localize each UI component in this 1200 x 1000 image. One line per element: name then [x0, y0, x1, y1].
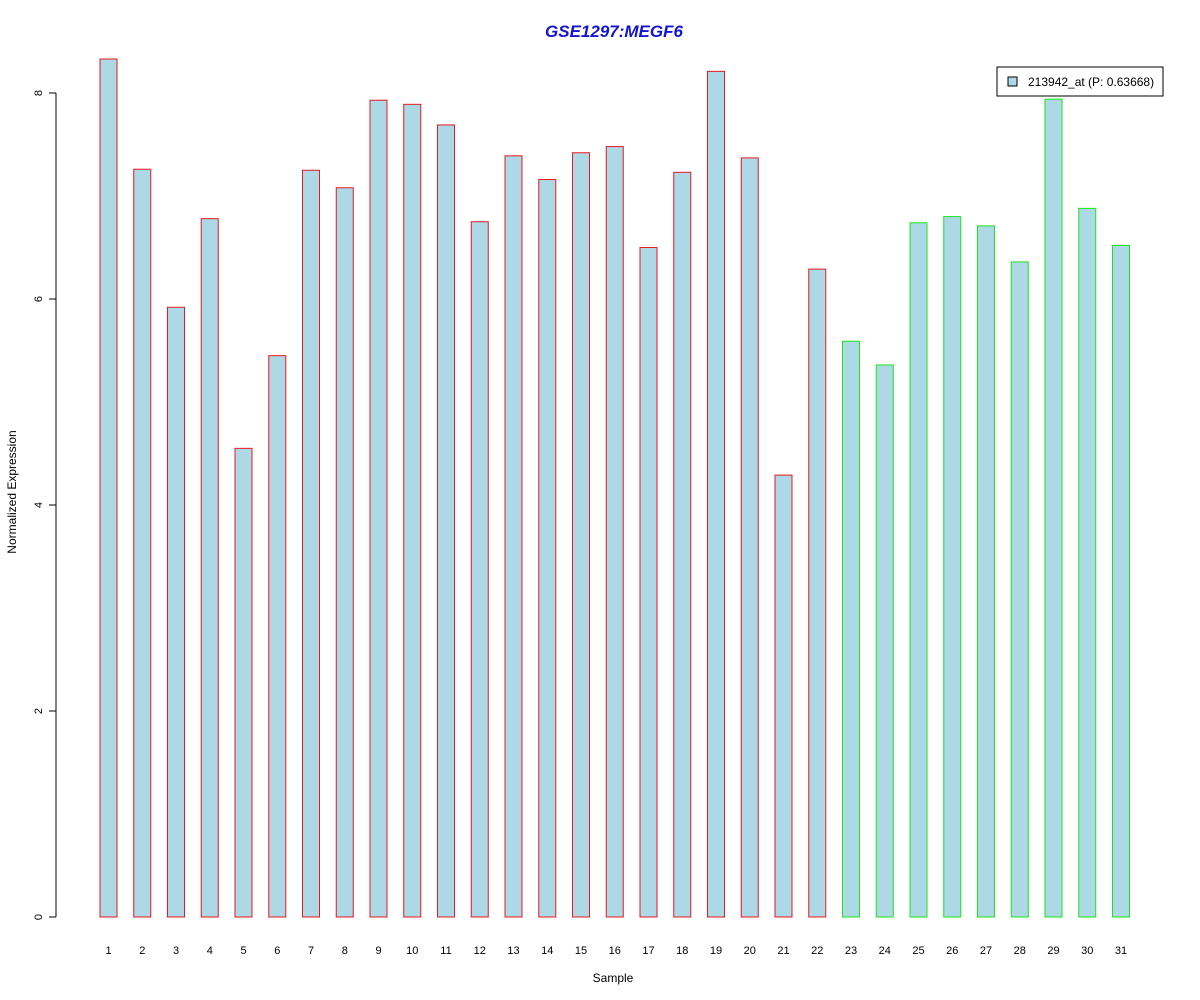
x-tick-label: 27 — [980, 945, 992, 957]
y-tick-label: 4 — [33, 502, 45, 508]
bar-sample-8 — [335, 187, 354, 918]
x-tick-label: 19 — [710, 945, 722, 957]
x-tick-labels: 1 2 3 4 5 6 7 8 9 10 11 12 13 14 15 16 17 18 19 20 21 22 23 24 2… — [105, 945, 1127, 957]
x-tick-label: 20 — [744, 945, 756, 957]
bar-sample-19 — [707, 70, 725, 918]
bar-sample-4 — [200, 218, 219, 918]
x-tick-label: 17 — [642, 945, 654, 957]
bar-sample-31 — [1112, 244, 1130, 918]
legend-box — [996, 66, 1164, 97]
bar-sample-18 — [673, 171, 692, 918]
bar-sample-15 — [572, 152, 590, 918]
x-tick-label: 4 — [207, 945, 213, 957]
x-tick-label: 9 — [375, 945, 381, 957]
x-tick-label: 13 — [507, 945, 519, 957]
x-tick-label: 5 — [240, 945, 246, 957]
y-tick-label: 2 — [33, 708, 45, 714]
x-tick-label: 1 — [105, 945, 111, 957]
x-tick-label: 14 — [541, 945, 553, 957]
bar-sample-16 — [605, 146, 624, 918]
legend: 213942_at (P: 0.63668) — [996, 66, 1164, 97]
y-tick-label: 0 — [33, 914, 45, 920]
legend-label: 213942_at (P: 0.63668) — [1028, 75, 1154, 89]
bar-sample-5 — [234, 447, 253, 918]
bar-sample-3 — [167, 306, 185, 918]
bar-sample-12 — [470, 221, 489, 918]
x-tick-label: 29 — [1047, 945, 1059, 957]
y-axis-title: Normalized Expression — [5, 430, 19, 553]
x-tick-label: 22 — [811, 945, 823, 957]
bar-sample-23 — [842, 340, 860, 918]
bar-sample-21 — [774, 474, 793, 918]
x-tick-label: 30 — [1081, 945, 1093, 957]
x-tick-label: 11 — [440, 945, 451, 957]
y-axis: 0 2 4 6 8 — [33, 90, 57, 920]
bar-sample-29 — [1044, 98, 1063, 918]
bar-sample-26 — [943, 216, 962, 918]
y-tick-label: 6 — [33, 296, 45, 302]
x-tick-label: 25 — [912, 945, 924, 957]
x-tick-label: 31 — [1115, 945, 1127, 957]
x-tick-label: 8 — [342, 945, 348, 957]
x-tick-label: 15 — [575, 945, 587, 957]
bar-sample-17 — [639, 247, 658, 918]
bar-sample-14 — [538, 179, 557, 918]
x-tick-label: 2 — [139, 945, 145, 957]
x-tick-label: 28 — [1014, 945, 1026, 957]
x-tick-label: 23 — [845, 945, 857, 957]
y-tick-label: 8 — [33, 90, 45, 96]
legend-swatch — [1007, 76, 1018, 87]
x-tick-label: 18 — [676, 945, 688, 957]
bar-sample-20 — [740, 157, 759, 918]
x-tick-label: 16 — [609, 945, 621, 957]
chart-title: GSE1297:MEGF6 — [545, 22, 683, 41]
bar-sample-27 — [977, 225, 995, 918]
x-tick-label: 7 — [308, 945, 314, 957]
x-tick-label: 6 — [274, 945, 280, 957]
bar-sample-28 — [1010, 261, 1029, 918]
x-tick-label: 24 — [879, 945, 891, 957]
bar-sample-25 — [909, 222, 928, 918]
x-tick-label: 10 — [406, 945, 418, 957]
x-tick-label: 26 — [946, 945, 958, 957]
bar-sample-22 — [808, 268, 827, 918]
bar-sample-2 — [133, 168, 152, 918]
bar-sample-24 — [875, 364, 894, 918]
x-tick-label: 12 — [474, 945, 486, 957]
x-tick-label: 21 — [777, 945, 789, 957]
bar-sample-7 — [302, 169, 320, 918]
bars — [99, 58, 1130, 918]
bar-sample-6 — [268, 355, 287, 918]
bar-sample-9 — [369, 99, 388, 918]
bar-sample-1 — [99, 58, 118, 918]
x-tick-label: 3 — [173, 945, 179, 957]
bar-sample-30 — [1078, 207, 1097, 918]
bar-sample-11 — [437, 124, 455, 918]
bar-sample-13 — [504, 155, 523, 918]
bar-sample-10 — [403, 103, 422, 918]
x-axis-title: Sample — [593, 971, 634, 985]
